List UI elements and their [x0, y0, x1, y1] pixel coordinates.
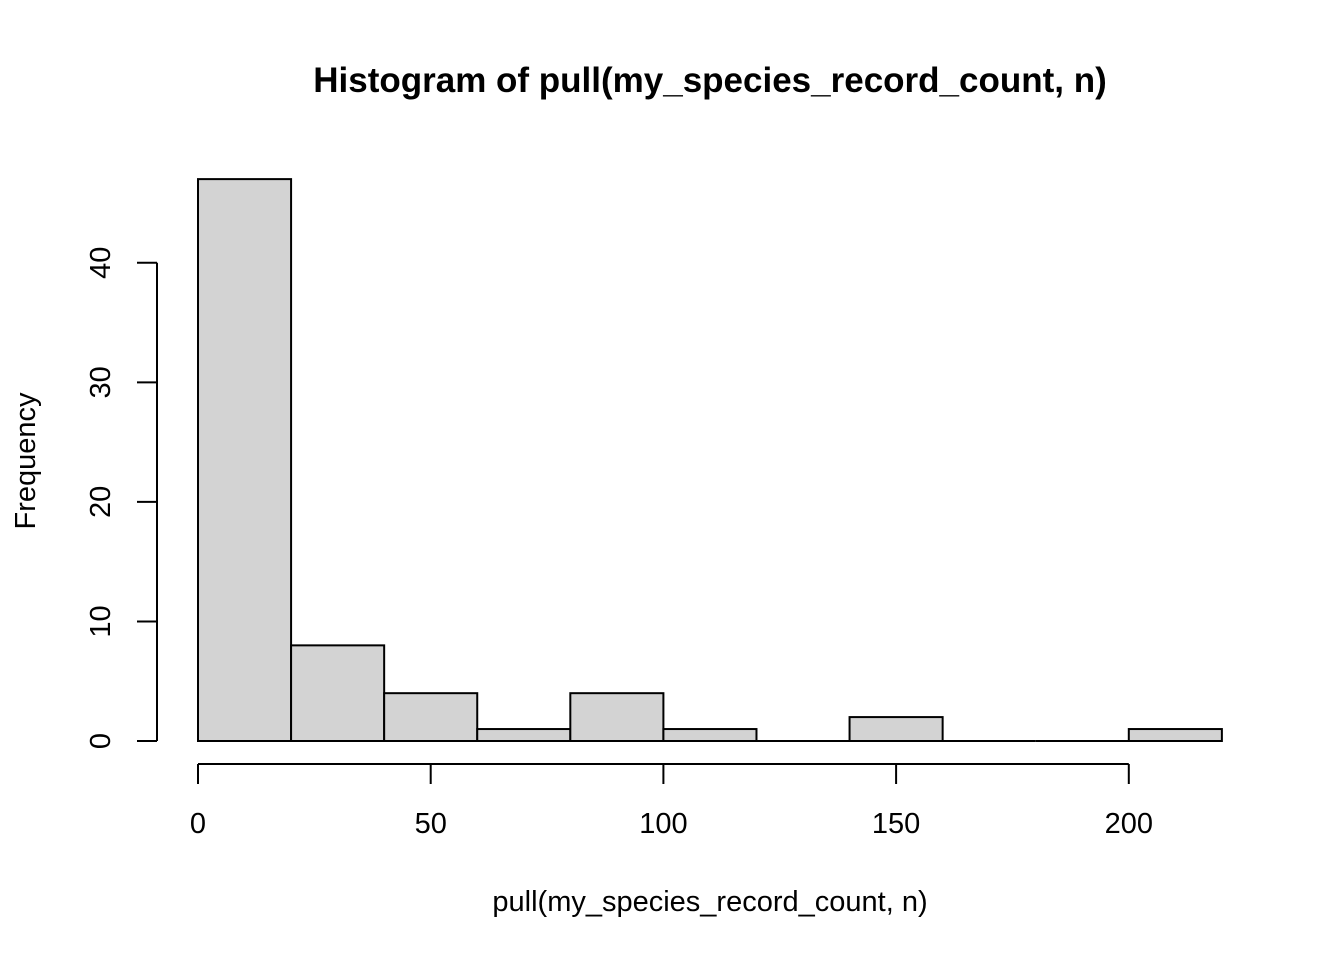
histogram-bar — [1127, 728, 1223, 742]
histogram-bar — [290, 644, 386, 742]
y-axis-label: Frequency — [10, 392, 42, 530]
x-tick-label: 150 — [872, 808, 920, 840]
y-axis: 0 10 20 30 40 — [85, 247, 158, 749]
y-tick-label: 40 — [85, 247, 117, 279]
histogram-bar — [848, 716, 944, 743]
histogram-bar — [476, 728, 572, 742]
bars-group — [197, 178, 1223, 743]
x-axis-label: pull(my_species_record_count, n) — [492, 886, 927, 918]
y-tick-label: 0 — [85, 733, 117, 749]
x-axis: 0 50 100 150 200 — [190, 763, 1153, 840]
histogram-bar — [197, 178, 293, 743]
y-tick-label: 10 — [85, 605, 117, 637]
histogram-bar — [383, 692, 479, 742]
x-tick-label: 200 — [1105, 808, 1153, 840]
x-tick-label: 100 — [639, 808, 687, 840]
histogram-bar — [662, 728, 758, 742]
x-tick-label: 0 — [190, 808, 206, 840]
y-tick-label: 20 — [85, 486, 117, 518]
histogram-bar — [569, 692, 665, 742]
x-tick-label: 50 — [415, 808, 447, 840]
y-tick-label: 30 — [85, 366, 117, 398]
chart-title: Histogram of pull(my_species_record_coun… — [313, 61, 1107, 100]
